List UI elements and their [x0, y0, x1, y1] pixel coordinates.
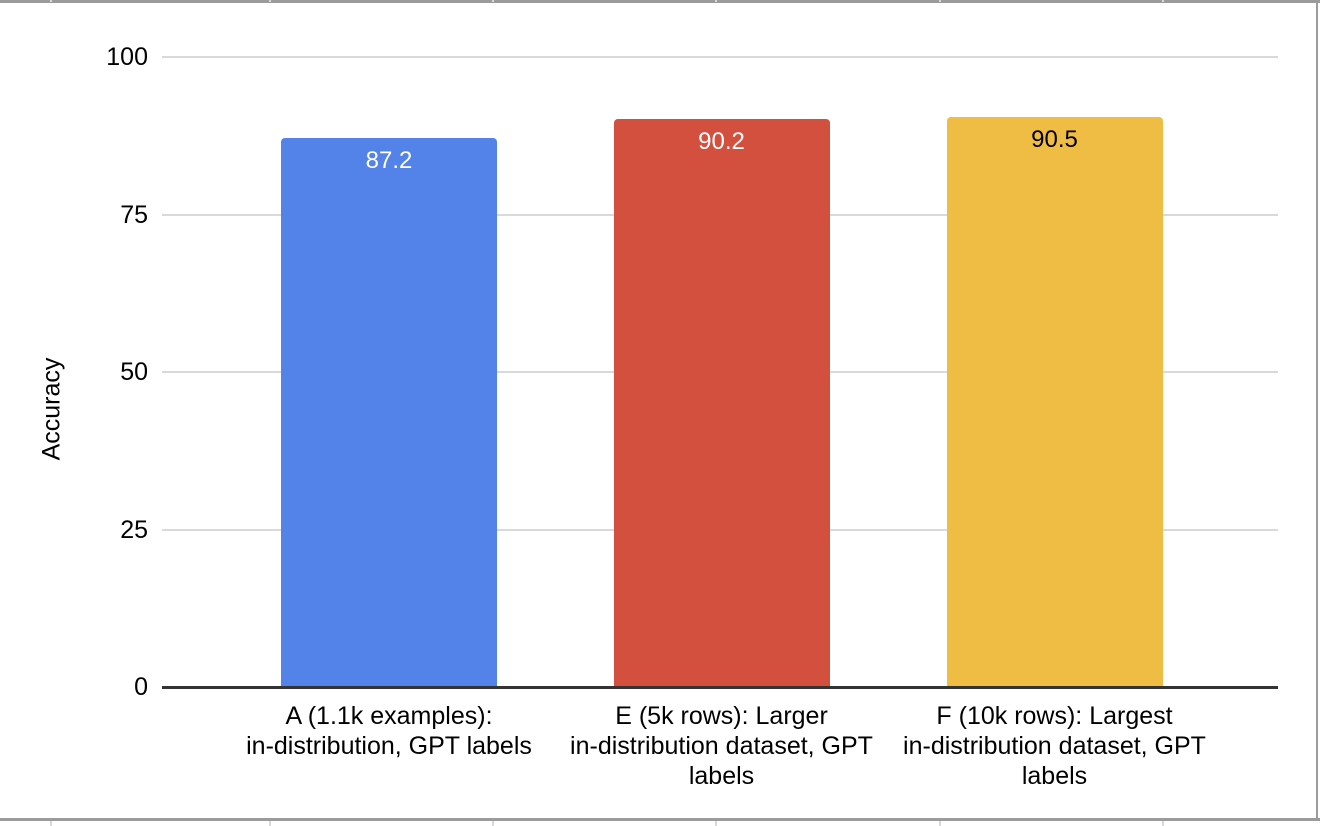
gridline-tick	[1162, 0, 1164, 2]
gridline-tick	[269, 821, 271, 826]
x-axis-category-label: F (10k rows): Largest in-distribution da…	[903, 702, 1206, 790]
bar-value-label: 90.2	[698, 127, 745, 155]
gridline-tick	[715, 821, 717, 826]
bar-1[interactable]: 87.2	[281, 137, 497, 688]
gridline-tick	[715, 0, 717, 2]
x-axis-line	[162, 686, 1278, 689]
bar-3[interactable]: 90.5	[946, 116, 1163, 688]
gridline-tick	[939, 821, 941, 826]
gridline-tick	[50, 0, 52, 2]
bar-value-label: 87.2	[365, 146, 413, 174]
y-axis-title: Accuracy	[37, 357, 66, 461]
gridline-tick	[50, 821, 52, 826]
bar-chart[interactable]: Accuracy 0 25 50 75 100 87.2 90.2 90.5 A (1.1k e…	[0, 3, 1316, 818]
x-axis-category-label: E (5k rows): Larger in-distribution data…	[570, 702, 873, 790]
gridline-tick	[1162, 821, 1164, 826]
gridline-tick	[492, 821, 494, 826]
y-axis-tick-label: 75	[120, 200, 148, 229]
y-axis-tick-label: 100	[106, 43, 148, 71]
gridline-tick	[269, 0, 271, 2]
bar-value-label: 90.5	[1031, 125, 1078, 153]
x-axis-category-label: A (1.1k examples): in-distribution, GPT …	[246, 702, 532, 760]
chart-frame-border-right	[1316, 0, 1318, 821]
y-axis-tick-label: 0	[134, 673, 148, 701]
gridline	[162, 56, 1278, 58]
gridline-tick	[939, 0, 941, 2]
bar-2[interactable]: 90.2	[613, 118, 830, 688]
y-axis-tick-label: 50	[120, 358, 148, 386]
y-axis-tick-label: 25	[120, 515, 148, 544]
gridline-tick	[492, 0, 494, 2]
chart-frame-border-top	[0, 0, 1320, 3]
chart-frame-border-bottom	[0, 818, 1320, 821]
